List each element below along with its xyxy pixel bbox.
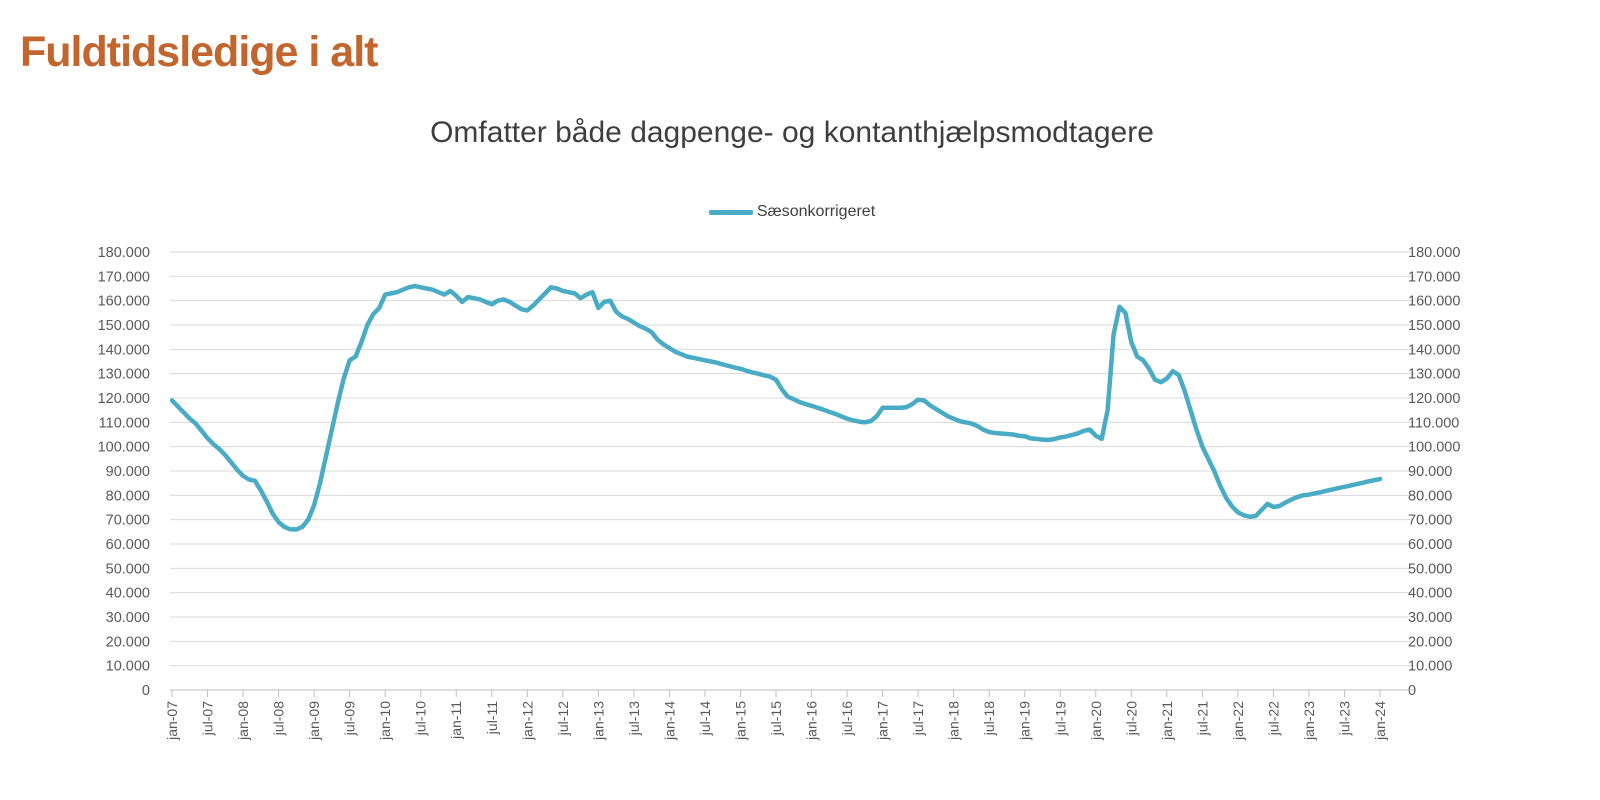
x-axis-tick-label: jan-09: [306, 701, 322, 741]
x-axis-tick-label: jul-13: [626, 701, 642, 736]
chart-title: Omfatter både dagpenge- og kontanthjælps…: [430, 116, 1154, 149]
x-axis-tick-label: jul-21: [1194, 701, 1210, 736]
y-axis-tick-label-left: 30.000: [106, 610, 150, 626]
y-axis-tick-label-right: 70.000: [1408, 513, 1452, 529]
y-axis-tick-label-left: 10.000: [106, 659, 150, 675]
y-axis-tick-label-right: 130.000: [1408, 367, 1460, 383]
x-axis-tick-label: jan-19: [1017, 701, 1033, 741]
x-axis-tick-label: jan-17: [875, 701, 891, 741]
y-axis-tick-label-right: 110.000: [1408, 415, 1459, 431]
legend-label: Sæsonkorrigeret: [756, 203, 876, 220]
x-axis-tick-label: jan-10: [377, 701, 393, 741]
x-axis-tick-label: jan-15: [732, 701, 748, 741]
y-axis-tick-label-left: 40.000: [106, 586, 150, 602]
legend: Sæsonkorrigeret: [170, 200, 1414, 224]
x-axis-tick-label: jul-18: [981, 701, 997, 736]
y-axis-tick-label-left: 130.000: [98, 367, 150, 383]
x-axis-tick-label: jan-12: [519, 701, 535, 741]
y-axis-tick-label-right: 90.000: [1408, 464, 1452, 480]
y-axis-tick-label-right: 150.000: [1408, 318, 1460, 334]
y-axis-tick-label-right: 100.000: [1408, 440, 1460, 456]
legend-line-marker: [708, 209, 753, 215]
x-axis-tick-label: jul-09: [342, 701, 358, 736]
x-axis-tick-label: jul-07: [200, 701, 216, 736]
y-axis-tick-label-right: 20.000: [1408, 634, 1452, 650]
y-axis-tick-label-left: 120.000: [98, 391, 150, 407]
y-axis-tick-label-right: 10.000: [1408, 659, 1452, 675]
x-axis-tick-label: jul-08: [271, 701, 287, 736]
x-axis-tick-label: jul-17: [910, 701, 926, 736]
y-axis-tick-label-left: 70.000: [106, 513, 150, 529]
y-axis-tick-label-left: 0: [142, 683, 150, 699]
y-axis-tick-label-left: 150.000: [98, 318, 150, 334]
x-axis-tick-label: jul-22: [1265, 701, 1281, 736]
x-axis-tick-label: jul-12: [555, 701, 571, 736]
y-axis-tick-label-left: 100.000: [98, 440, 150, 456]
y-axis-tick-label-right: 80.000: [1408, 488, 1452, 504]
y-axis-tick-label-right: 40.000: [1408, 586, 1452, 602]
y-axis-tick-label-right: 60.000: [1408, 537, 1452, 553]
x-axis-tick-label: jul-16: [839, 701, 855, 736]
y-axis-tick-label-right: 160.000: [1408, 294, 1460, 310]
x-axis-tick-label: jul-23: [1336, 701, 1352, 736]
y-axis-tick-label-left: 50.000: [106, 561, 150, 577]
y-axis-tick-label-left: 20.000: [106, 634, 150, 650]
x-axis-tick-label: jul-11: [484, 701, 500, 735]
y-axis-tick-label-right: 140.000: [1408, 342, 1460, 358]
x-axis-tick-label: jan-08: [235, 701, 251, 741]
y-axis-tick-label-right: 30.000: [1408, 610, 1452, 626]
y-axis-tick-label-right: 0: [1408, 683, 1416, 699]
x-axis-tick-label: jan-21: [1159, 701, 1175, 741]
y-axis-tick-label-left: 110.000: [99, 415, 150, 431]
series-line: [169, 283, 1383, 532]
y-axis-tick-label-left: 170.000: [98, 269, 150, 285]
y-axis-tick-label-left: 80.000: [106, 488, 150, 504]
x-axis-tick-label: jan-24: [1372, 701, 1388, 741]
page-title: Fuldtidsledige i alt: [20, 28, 378, 76]
y-axis-tick-label-left: 60.000: [106, 537, 150, 553]
x-axis-tick-label: jul-14: [697, 701, 713, 736]
x-axis-tick-label: jan-07: [164, 701, 180, 741]
y-axis-tick-label-left: 90.000: [106, 464, 150, 480]
y-axis-tick-label-left: 140.000: [98, 342, 150, 358]
x-axis-tick-label: jan-22: [1230, 701, 1246, 741]
x-axis-tick-label: jan-14: [661, 701, 677, 741]
y-axis-tick-label-right: 50.000: [1408, 561, 1452, 577]
y-axis-tick-label-right: 170.000: [1408, 269, 1460, 285]
x-axis-tick-label: jul-19: [1052, 701, 1068, 736]
y-axis-tick-label-right: 120.000: [1408, 391, 1460, 407]
x-axis-tick-label: jan-23: [1301, 701, 1317, 741]
x-axis-tick-label: jul-10: [413, 701, 429, 736]
x-axis-tick-label: jan-11: [448, 701, 464, 740]
x-axis-tick-label: jan-18: [946, 701, 962, 741]
x-axis-tick-label: jul-20: [1123, 701, 1139, 736]
y-axis-tick-label-left: 180.000: [98, 245, 150, 261]
x-axis-tick-label: jan-13: [590, 701, 606, 741]
x-axis-tick-label: jan-20: [1088, 701, 1104, 741]
x-axis-tick-label: jan-16: [804, 701, 820, 741]
x-axis-tick-label: jul-15: [768, 701, 784, 736]
y-axis-tick-label-right: 180.000: [1408, 245, 1460, 261]
y-axis-tick-label-left: 160.000: [98, 294, 150, 310]
